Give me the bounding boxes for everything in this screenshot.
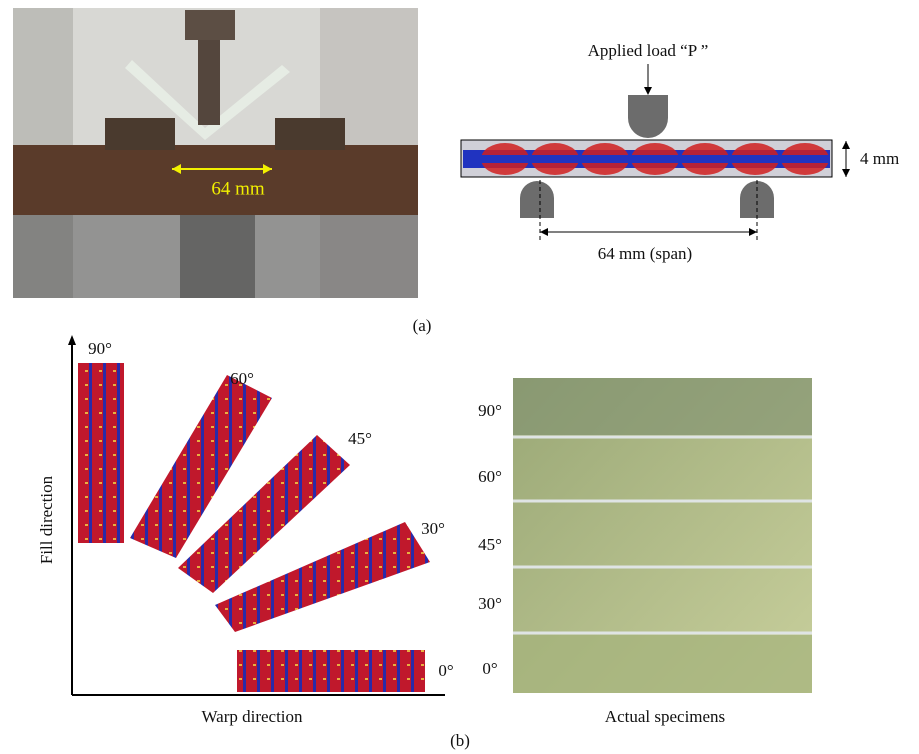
x-axis-label: Warp direction [201, 707, 303, 726]
caption-a: (a) [413, 316, 432, 335]
specimen-label: 90° [478, 401, 502, 420]
test-photo: 64 mm [13, 8, 418, 298]
specimen-label: 45° [478, 535, 502, 554]
caption-b: (b) [450, 731, 470, 750]
photo-span-label: 64 mm [211, 178, 265, 199]
orientation-diagram: Fill direction Warp direction 90° 60° 45… [37, 335, 454, 726]
strip-45 [178, 435, 350, 593]
specimen-label: 0° [482, 659, 497, 678]
strip-60 [130, 375, 272, 558]
orientation-label: 60° [230, 369, 254, 388]
specimen-label: 60° [478, 467, 502, 486]
strip-0 [237, 650, 425, 692]
specimen-caption: Actual specimens [605, 707, 725, 726]
thickness-label: 4 mm [860, 149, 899, 168]
strip-30 [215, 522, 430, 632]
y-axis-label: Fill direction [37, 475, 56, 564]
orientation-label: 30° [421, 519, 445, 538]
specimen-label: 30° [478, 594, 502, 613]
span-label: 64 mm (span) [598, 244, 692, 263]
bending-schematic: Applied load “P ” 64 mm (span) 4 mm [460, 41, 899, 263]
strip-90 [78, 363, 124, 543]
specimen-photo: 90° 60° 45° 30° 0° Actual specimens [478, 378, 812, 726]
orientation-label: 0° [438, 661, 453, 680]
orientation-label: 90° [88, 339, 112, 358]
load-label: Applied load “P ” [588, 41, 709, 60]
orientation-label: 45° [348, 429, 372, 448]
